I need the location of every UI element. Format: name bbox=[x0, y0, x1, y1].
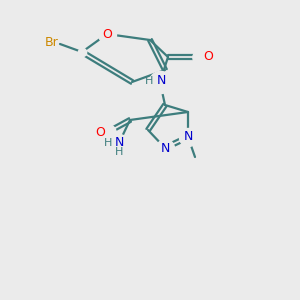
Text: H: H bbox=[115, 147, 123, 157]
Text: N: N bbox=[183, 130, 193, 143]
Text: O: O bbox=[102, 28, 112, 40]
Text: N: N bbox=[114, 136, 124, 149]
Text: O: O bbox=[95, 125, 105, 139]
Text: N: N bbox=[156, 74, 166, 88]
Text: H: H bbox=[103, 138, 112, 148]
Text: H: H bbox=[145, 76, 153, 86]
Text: N: N bbox=[160, 142, 170, 154]
Text: O: O bbox=[203, 50, 213, 64]
Text: Br: Br bbox=[44, 35, 58, 49]
